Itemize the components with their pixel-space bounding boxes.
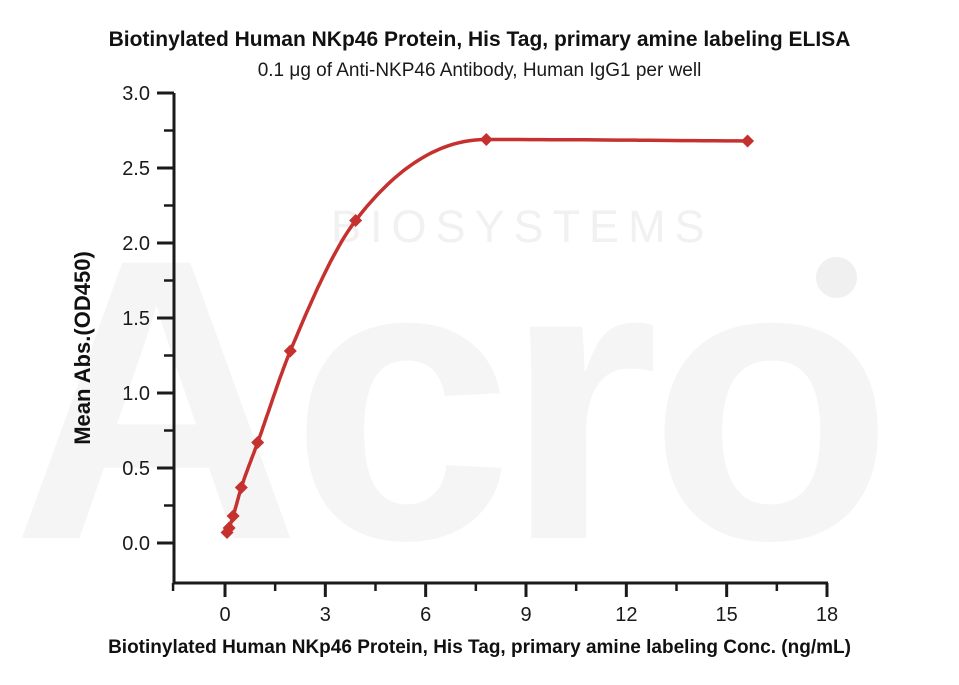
- fit-curve: [225, 137, 750, 535]
- data-point-diamond: [226, 509, 240, 523]
- y-tick-label: 0.5: [122, 458, 150, 480]
- y-tick-label: 3.0: [122, 83, 150, 105]
- data-point-diamond: [251, 436, 265, 449]
- y-tick-label: 1.0: [122, 383, 150, 405]
- x-tick-label: 6: [420, 604, 431, 626]
- chart-subtitle: 0.1 μg of Anti-NKP46 Antibody, Human IgG…: [257, 60, 702, 81]
- data-point-diamond: [283, 344, 297, 358]
- data-point-diamond: [234, 481, 248, 494]
- x-tick-label: 15: [716, 604, 738, 626]
- data-point-diamond: [222, 521, 236, 535]
- y-tick-label: 1.5: [122, 308, 150, 330]
- y-tick-label: 0.0: [122, 533, 150, 555]
- x-axis-label: Biotinylated Human NKp46 Protein, His Ta…: [108, 637, 851, 658]
- y-tick-label: 2.5: [122, 158, 150, 180]
- x-tick-label: 0: [219, 604, 230, 626]
- data-point-diamond: [741, 134, 755, 148]
- data-point-diamond: [479, 133, 493, 146]
- axis-spines: [172, 93, 828, 585]
- chart-title: Biotinylated Human NKp46 Protein, His Ta…: [108, 28, 851, 51]
- x-tick-label: 18: [816, 604, 838, 626]
- x-tick-label: 9: [520, 604, 531, 626]
- y-axis-label: Mean Abs.(OD450): [70, 251, 95, 445]
- x-tick-label: 12: [615, 604, 637, 626]
- x-tick-label: 3: [320, 604, 331, 626]
- y-tick-label: 2.0: [122, 233, 150, 255]
- data-point-diamond: [349, 214, 363, 227]
